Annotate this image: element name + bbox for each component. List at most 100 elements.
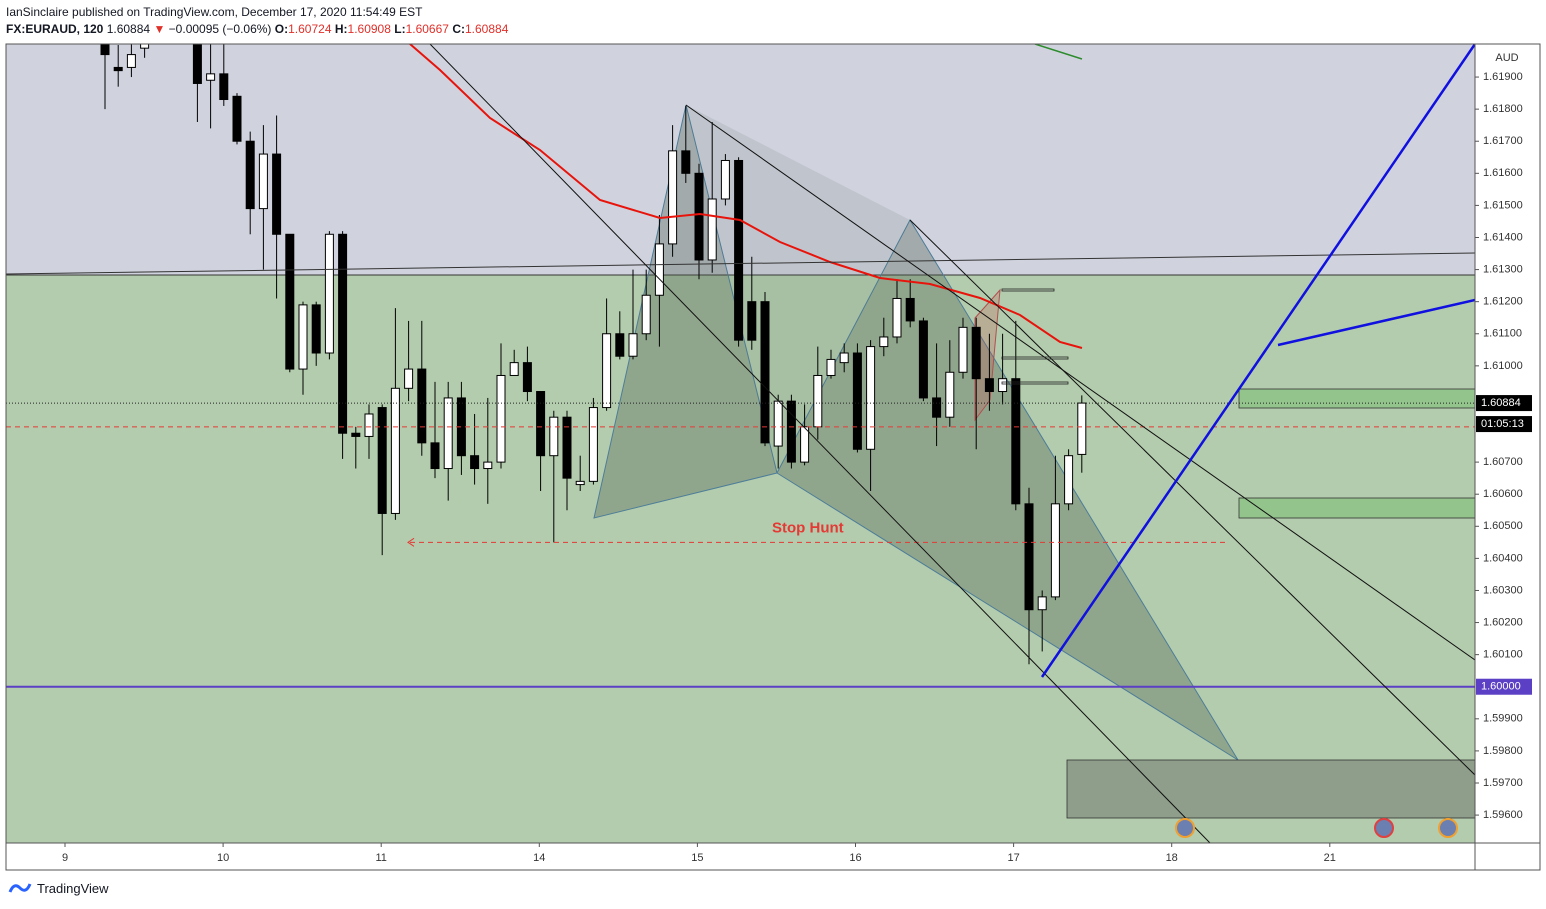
candle-body bbox=[892, 297, 902, 338]
candle-body bbox=[430, 442, 440, 470]
candle-body bbox=[654, 243, 664, 296]
candle-body bbox=[285, 233, 295, 370]
event-icon bbox=[1374, 818, 1394, 838]
candle-body bbox=[417, 368, 427, 444]
frame bbox=[5, 43, 1541, 871]
blue-line bbox=[1277, 298, 1475, 347]
l-label: L: bbox=[394, 22, 406, 36]
change: −0.00095 (−0.06%) bbox=[168, 22, 272, 36]
candle-body bbox=[971, 326, 981, 380]
candle-body bbox=[734, 159, 744, 341]
x-tick-label: 18 bbox=[1166, 852, 1178, 864]
trend-line bbox=[685, 104, 1475, 661]
blue-line bbox=[1040, 44, 1475, 678]
candle-body bbox=[694, 172, 704, 261]
candle-body bbox=[496, 374, 506, 463]
x-tick-label: 10 bbox=[217, 852, 229, 864]
zone-box bbox=[1238, 497, 1475, 519]
lower-zone bbox=[6, 275, 1475, 843]
quote-line: FX:EURAUD, 120 1.60884 ▼ −0.00095 (−0.06… bbox=[6, 21, 508, 38]
price-badge bbox=[1476, 678, 1532, 695]
candle-body bbox=[522, 362, 532, 393]
order-line bbox=[1001, 356, 1069, 360]
event-icon bbox=[1175, 818, 1195, 838]
candle-body bbox=[113, 66, 123, 72]
annotation: Stop Hunt bbox=[772, 519, 844, 536]
x-tick-label: 11 bbox=[375, 852, 386, 864]
y-tick-label: 1.60400 bbox=[1483, 552, 1523, 564]
brand: TradingView bbox=[37, 880, 109, 896]
x-tick-label: 21 bbox=[1324, 852, 1336, 864]
candle-body bbox=[813, 374, 823, 428]
candle-body bbox=[602, 333, 612, 409]
candle-body bbox=[575, 480, 585, 486]
candle-body bbox=[338, 233, 348, 434]
h-value: 1.60908 bbox=[347, 22, 391, 36]
y-tick-label: 1.61300 bbox=[1483, 263, 1523, 275]
y-tick-label: 1.61700 bbox=[1483, 135, 1523, 147]
candle-body bbox=[786, 400, 796, 463]
candle-body bbox=[1064, 455, 1074, 505]
candle-body bbox=[866, 346, 876, 450]
candle-body bbox=[180, 26, 188, 32]
price-badge-label: 1.60884 bbox=[1481, 397, 1521, 409]
y-tick-label: 1.60700 bbox=[1483, 456, 1523, 468]
trend-line bbox=[909, 219, 1475, 776]
candle-body bbox=[364, 413, 374, 437]
logo bbox=[8, 883, 32, 893]
y-tick-label: 1.61200 bbox=[1483, 296, 1523, 308]
drawings bbox=[6, 44, 1475, 843]
price-badge bbox=[1476, 416, 1532, 433]
candle-body bbox=[826, 358, 836, 376]
candle-body bbox=[298, 304, 308, 370]
candle-body bbox=[615, 333, 625, 357]
arrow: ▼ bbox=[153, 22, 166, 36]
candle-body bbox=[852, 352, 862, 450]
candle-body bbox=[167, 13, 175, 26]
candle-body bbox=[998, 378, 1008, 393]
candle-body bbox=[219, 73, 229, 101]
plot: Stop Hunt bbox=[6, 13, 1475, 843]
y-tick-label: 1.61500 bbox=[1483, 199, 1523, 211]
candle-body bbox=[760, 301, 770, 444]
order-line bbox=[1001, 288, 1055, 292]
candle-body bbox=[641, 294, 651, 335]
candle-body bbox=[720, 159, 730, 200]
candle-body bbox=[311, 304, 321, 354]
event-icon bbox=[1438, 818, 1458, 838]
y-tick-label: 1.59900 bbox=[1483, 713, 1523, 725]
candle-body bbox=[549, 416, 559, 457]
stop-hunt-arrow bbox=[407, 537, 415, 547]
candle-body bbox=[140, 44, 150, 49]
candle-body bbox=[1037, 596, 1047, 611]
candle-body bbox=[443, 397, 453, 470]
candles bbox=[100, 13, 1087, 665]
order-line bbox=[1001, 381, 1069, 385]
trend-line bbox=[429, 44, 1211, 843]
candle-body bbox=[470, 455, 480, 470]
candle-body bbox=[918, 320, 928, 399]
moving-average-2 bbox=[1034, 44, 1083, 60]
candle-body bbox=[324, 233, 334, 354]
candle-body bbox=[681, 150, 691, 174]
price-badge-label: 01:05:13 bbox=[1481, 418, 1524, 430]
event-icons bbox=[1175, 818, 1458, 838]
candle-body bbox=[1011, 378, 1021, 505]
zone-box bbox=[1238, 388, 1475, 409]
axes: 1.61900 1.61800 1.61700 1.61600 1.61500 1.614… bbox=[62, 71, 1532, 864]
candle-body bbox=[1077, 402, 1087, 455]
candle-body bbox=[879, 336, 889, 348]
candle-body bbox=[839, 352, 849, 364]
y-tick-label: 1.59600 bbox=[1483, 809, 1523, 821]
candle-body bbox=[905, 297, 915, 322]
candle-body bbox=[747, 301, 757, 341]
header: IanSinclaire published on TradingView.co… bbox=[6, 4, 508, 38]
x-tick-label: 16 bbox=[849, 852, 861, 864]
y-tick-label: 1.60200 bbox=[1483, 616, 1523, 628]
y-tick-label: 1.61900 bbox=[1483, 71, 1523, 83]
y-tick-label: 1.60600 bbox=[1483, 488, 1523, 500]
candle-body bbox=[245, 140, 255, 210]
candle-body bbox=[100, 44, 110, 56]
y-tick-label: 1.60300 bbox=[1483, 584, 1523, 596]
